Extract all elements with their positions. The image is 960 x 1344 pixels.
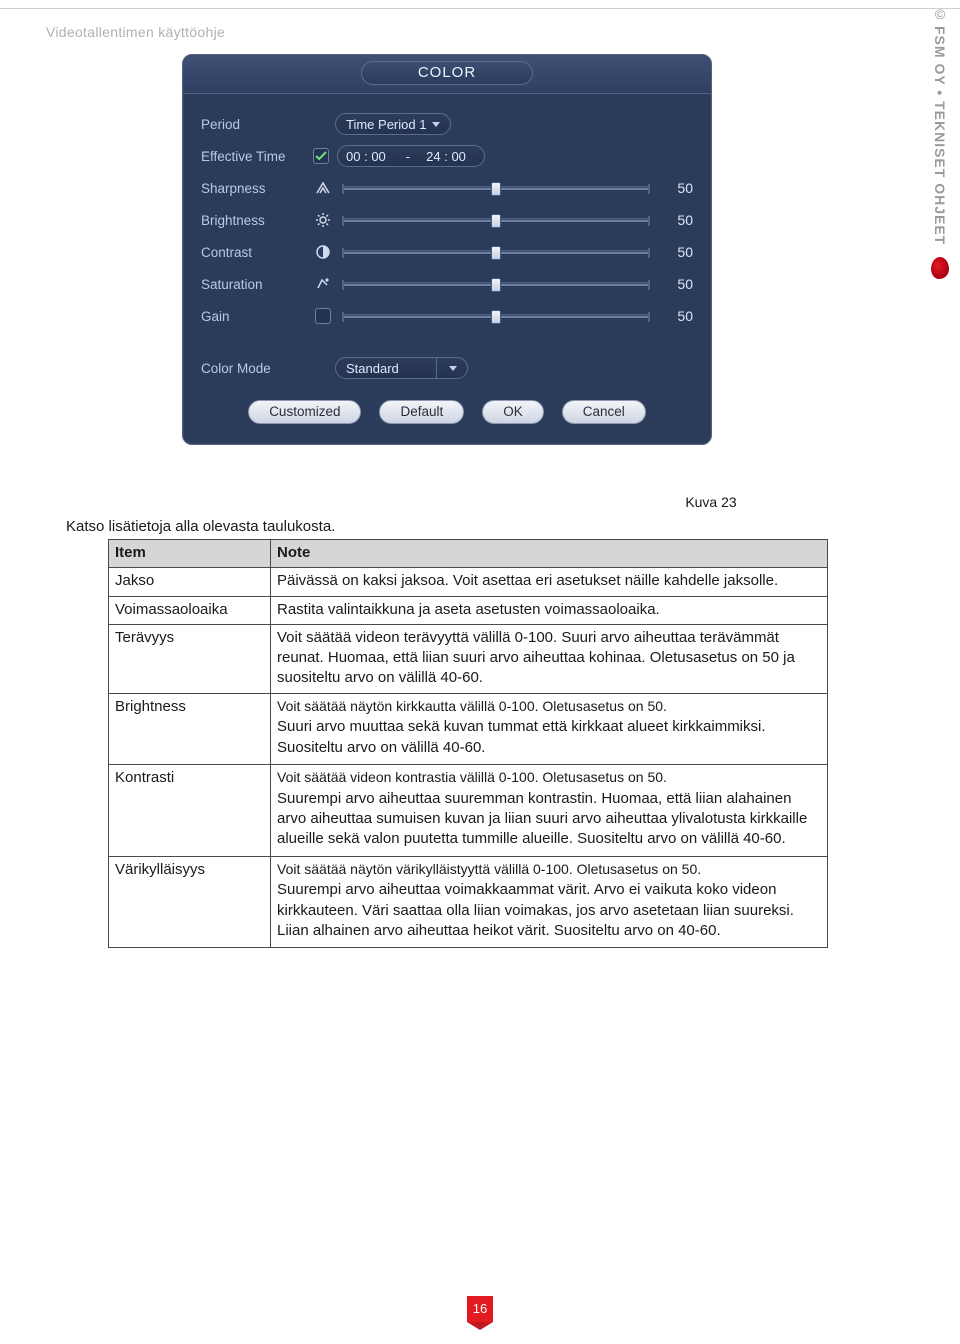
- slider-label: Contrast: [201, 245, 311, 260]
- gain-value: 50: [659, 308, 693, 324]
- slider-label: Saturation: [201, 277, 311, 292]
- period-dropdown[interactable]: Time Period 1: [335, 113, 451, 135]
- table-cell-note: Voit säätää videon terävyyttä välillä 0-…: [271, 624, 828, 693]
- period-label: Period: [201, 117, 311, 132]
- registered-icon: ©: [935, 6, 945, 22]
- table-cell-item: Voimassaoloaika: [109, 596, 271, 624]
- table-cell-note: Voit säätää videon kontrastia välillä 0-…: [271, 764, 828, 856]
- row-contrast: Contrast 50: [201, 236, 693, 268]
- effective-time-checkbox[interactable]: [313, 148, 329, 164]
- time-from-h: 00: [346, 149, 360, 164]
- ok-button[interactable]: OK: [482, 400, 544, 424]
- row-effective-time: Effective Time 00 : 00 - 24 : 00: [201, 140, 693, 172]
- chevron-down-icon: [432, 122, 440, 127]
- color-mode-label: Color Mode: [201, 361, 311, 376]
- row-period: Period Time Period 1: [201, 108, 693, 140]
- customized-button[interactable]: Customized: [248, 400, 361, 424]
- table-cell-item: Värikylläisyys: [109, 856, 271, 948]
- sharpness-value: 50: [659, 180, 693, 196]
- table-cell-item: Jakso: [109, 568, 271, 596]
- table-head-item: Item: [109, 540, 271, 568]
- table-cell-item: Brightness: [109, 693, 271, 764]
- top-rule: [0, 8, 960, 9]
- brightness-value: 50: [659, 212, 693, 228]
- contrast-value: 50: [659, 244, 693, 260]
- row-brightness: Brightness 50: [201, 204, 693, 236]
- slider-label: Gain: [201, 309, 311, 324]
- color-mode-value: Standard: [346, 361, 436, 376]
- table-row: VärikylläisyysVoit säätää näytön värikyl…: [109, 856, 828, 948]
- cancel-button[interactable]: Cancel: [562, 400, 646, 424]
- time-from-m: 00: [371, 149, 385, 164]
- bright-icon: [311, 212, 335, 228]
- row-saturation: Saturation 50: [201, 268, 693, 300]
- description-table: Item Note JaksoPäivässä on kaksi jaksoa.…: [108, 539, 828, 948]
- figure-caption: Kuva 23: [316, 494, 960, 510]
- row-sharpness: Sharpness 50: [201, 172, 693, 204]
- table-row: JaksoPäivässä on kaksi jaksoa. Voit aset…: [109, 568, 828, 596]
- header-title: Videotallentimen käyttöohje: [46, 24, 225, 40]
- slider-label: Brightness: [201, 213, 311, 228]
- intro-text: Katso lisätietoja alla olevasta taulukos…: [66, 518, 856, 535]
- sat-icon: [311, 276, 335, 292]
- table-cell-item: Terävyys: [109, 624, 271, 693]
- table-row: TerävyysVoit säätää videon terävyyttä vä…: [109, 624, 828, 693]
- check-icon: [315, 150, 327, 162]
- sharp-icon: [311, 180, 335, 196]
- default-button[interactable]: Default: [379, 400, 464, 424]
- page-number: 16: [467, 1296, 493, 1322]
- dialog-buttons: Customized Default OK Cancel: [201, 394, 693, 428]
- color-mode-dropdown[interactable]: Standard: [335, 357, 468, 379]
- dialog-titlebar: COLOR: [183, 55, 711, 94]
- table-cell-item: Kontrasti: [109, 764, 271, 856]
- table-cell-note: Rastita valintaikkuna ja aseta asetusten…: [271, 596, 828, 624]
- table-cell-note: Voit säätää näytön kirkkautta välillä 0-…: [271, 693, 828, 764]
- row-color-mode: Color Mode Standard: [201, 352, 693, 384]
- gain-slider[interactable]: [343, 314, 649, 318]
- time-to-m: 00: [451, 149, 465, 164]
- table-head-note: Note: [271, 540, 828, 568]
- brand-vertical-text: FSM OY • TEKNISET OHJEET: [932, 26, 948, 245]
- table-cell-note: Päivässä on kaksi jaksoa. Voit asettaa e…: [271, 568, 828, 596]
- period-dropdown-value: Time Period 1: [346, 117, 426, 132]
- slider-label: Sharpness: [201, 181, 311, 196]
- effective-time-label: Effective Time: [201, 149, 311, 164]
- time-to-h: 24: [426, 149, 440, 164]
- table-row: BrightnessVoit säätää näytön kirkkautta …: [109, 693, 828, 764]
- dialog-title: COLOR: [361, 61, 533, 85]
- time-range-input[interactable]: 00 : 00 - 24 : 00: [337, 145, 485, 167]
- saturation-value: 50: [659, 276, 693, 292]
- contr-icon: [311, 244, 335, 260]
- row-gain: Gain 50: [201, 300, 693, 332]
- sharpness-slider[interactable]: [343, 186, 649, 190]
- table-cell-note: Voit säätää näytön värikylläistyyttä väl…: [271, 856, 828, 948]
- contrast-slider[interactable]: [343, 250, 649, 254]
- gain-icon: [311, 308, 335, 324]
- chevron-down-icon: [449, 366, 457, 371]
- side-brand: © FSM OY • TEKNISET OHJEET: [926, 6, 954, 296]
- saturation-slider[interactable]: [343, 282, 649, 286]
- table-row: VoimassaoloaikaRastita valintaikkuna ja …: [109, 596, 828, 624]
- color-dialog: COLOR Period Time Period 1 Effective Tim…: [182, 54, 712, 445]
- brightness-slider[interactable]: [343, 218, 649, 222]
- table-row: KontrastiVoit säätää videon kontrastia v…: [109, 764, 828, 856]
- brand-dot-icon: [931, 257, 949, 279]
